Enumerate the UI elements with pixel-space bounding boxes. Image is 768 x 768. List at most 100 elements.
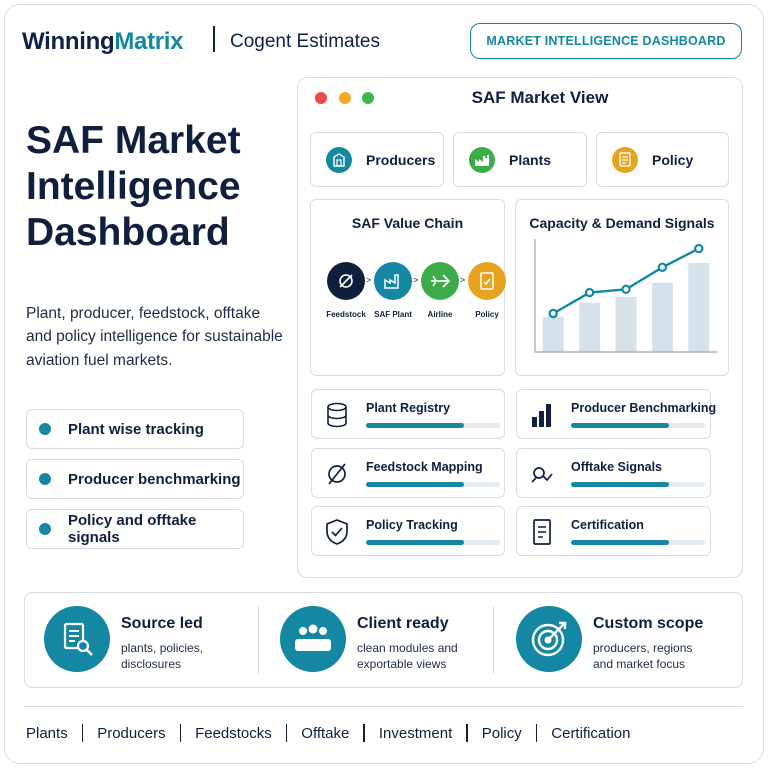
footer-link-offtake[interactable]: Offtake [301, 724, 350, 742]
module-producer-benchmarking[interactable]: Producer Benchmarking [516, 389, 716, 439]
footer-separator [535, 724, 538, 742]
window-maximize-button[interactable] [362, 92, 374, 104]
module-feedstock-mapping[interactable]: Feedstock Mapping [311, 448, 505, 498]
window-close-button[interactable] [315, 92, 327, 104]
capacity-bar [579, 302, 601, 352]
demand-point [621, 284, 631, 295]
shield-check-icon [326, 519, 348, 545]
window-title: SAF Market View [471, 88, 609, 107]
feature-label: Plant wise tracking [68, 420, 204, 438]
bullet-dot [39, 423, 51, 435]
feedstock-node[interactable] [327, 262, 365, 300]
divider [493, 606, 494, 674]
tab-policy[interactable]: Policy [596, 132, 729, 187]
highlight-desc: producers, regions and market focus [593, 640, 713, 672]
progress-fill [366, 482, 464, 487]
progress-fill [366, 540, 464, 545]
empty-set-icon [339, 274, 353, 288]
database-icon [327, 402, 347, 428]
document-icon [612, 146, 638, 173]
highlights-panel [24, 592, 743, 688]
chain-label: SAF Plant [374, 310, 412, 319]
module-label: Plant Registry [366, 401, 451, 415]
highlight-title: Source led [121, 615, 203, 632]
highlight-desc: clean modules and exportable views [357, 640, 477, 672]
dashboard-badge[interactable]: MARKET INTELLIGENCE DASHBOARD [470, 23, 742, 59]
desc-line: plants, policies, [121, 641, 204, 655]
module-label: Certification [571, 518, 644, 532]
demand-point [694, 243, 704, 254]
brand-logo[interactable]: WinningMatrix [22, 28, 184, 56]
footer-separator [466, 724, 468, 742]
bullet-dot [39, 473, 51, 485]
footer-link-plants[interactable]: Plants [26, 724, 68, 742]
checklist-icon [480, 272, 494, 290]
footer-separator [179, 724, 182, 742]
footer-separator [285, 724, 288, 742]
document-icon [533, 519, 551, 545]
bullet-dot [39, 523, 51, 535]
tab-label: Producers [366, 151, 436, 168]
demand-point [657, 262, 668, 272]
capacity-bar [688, 262, 710, 352]
chevron-right-icon: > [366, 275, 372, 285]
footer-separator [81, 724, 84, 742]
capacity-bar [615, 297, 637, 352]
title-line: Dashboard [26, 211, 230, 255]
module-label: Producer Benchmarking [571, 401, 717, 415]
footer-link-producers[interactable]: Producers [97, 724, 166, 742]
capacity-bar [651, 282, 673, 352]
building-icon [326, 146, 352, 173]
module-policy-tracking[interactable]: Policy Tracking [311, 506, 505, 556]
desc-line: disclosures [121, 657, 182, 672]
highlight-title: Client ready [357, 615, 449, 632]
footer-link-policy[interactable]: Policy [481, 724, 522, 742]
module-certification[interactable]: Certification [516, 506, 711, 556]
chevron-right-icon: > [460, 275, 466, 285]
tab-plants[interactable]: Plants [453, 132, 587, 187]
module-label: Policy Tracking [366, 518, 458, 532]
progress-track [366, 540, 500, 545]
capacity-demand-chart [534, 239, 717, 353]
progress-fill [571, 482, 669, 487]
policy-node[interactable] [468, 262, 506, 300]
footer-link-investment[interactable]: Investment [378, 724, 453, 742]
chain-label: Airline [427, 310, 453, 319]
chain-label: Feedstock [326, 310, 366, 319]
bar-chart-icon [532, 404, 551, 427]
progress-track [571, 423, 705, 428]
factory-icon [469, 146, 495, 173]
progress-fill [571, 423, 669, 428]
sub-brand: Cogent Estimates [230, 31, 380, 52]
desc-line: exportable views [357, 657, 447, 672]
chart-axis [534, 239, 717, 353]
module-label: Offtake Signals [571, 460, 662, 474]
saf-plant-node[interactable] [374, 262, 412, 300]
airline-node[interactable] [421, 262, 459, 300]
window-minimize-button[interactable] [339, 92, 351, 104]
empty-set-icon [328, 463, 346, 485]
module-plant-registry[interactable]: Plant Registry [311, 389, 505, 439]
progress-track [366, 423, 500, 428]
progress-track [366, 482, 500, 487]
tab-producers[interactable]: Producers [310, 132, 444, 187]
title-line: SAF Market [26, 119, 241, 162]
chart-title: Capacity & Demand Signals [529, 215, 715, 231]
feature-policy-offtake[interactable]: Policy and offtake signals [26, 509, 244, 549]
progress-fill [366, 423, 464, 428]
module-offtake-signals[interactable]: Offtake Signals [516, 448, 711, 498]
handshake-icon [531, 467, 553, 483]
footer-link-feedstocks[interactable]: Feedstocks [195, 724, 272, 742]
team-icon [280, 606, 346, 672]
highlight-title: Custom scope [593, 615, 704, 632]
footer-link-certification[interactable]: Certification [551, 724, 631, 742]
progress-fill [571, 540, 669, 545]
capacity-bar [542, 316, 564, 352]
divider [258, 606, 259, 674]
tab-label: Plants [509, 151, 552, 168]
footer-nav: Plants Producers Feedstocks Offtake Inve… [26, 724, 630, 742]
feature-plant-tracking[interactable]: Plant wise tracking [26, 409, 244, 449]
feature-producer-benchmarking[interactable]: Producer benchmarking [26, 459, 244, 499]
footer-separator [363, 724, 365, 742]
tab-label: Policy [652, 151, 694, 168]
